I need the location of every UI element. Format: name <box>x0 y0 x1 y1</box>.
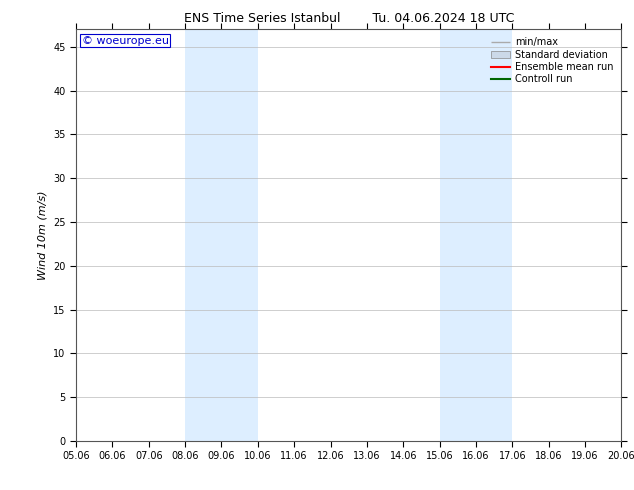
Text: © woeurope.eu: © woeurope.eu <box>82 36 169 46</box>
Legend: min/max, Standard deviation, Ensemble mean run, Controll run: min/max, Standard deviation, Ensemble me… <box>488 34 616 87</box>
Title: ENS Time Series Istanbul        Tu. 04.06.2024 18 UTC: ENS Time Series Istanbul Tu. 04.06.2024 … <box>183 12 514 25</box>
Bar <box>439 29 512 441</box>
Bar <box>185 29 258 441</box>
Y-axis label: Wind 10m (m/s): Wind 10m (m/s) <box>37 191 48 280</box>
